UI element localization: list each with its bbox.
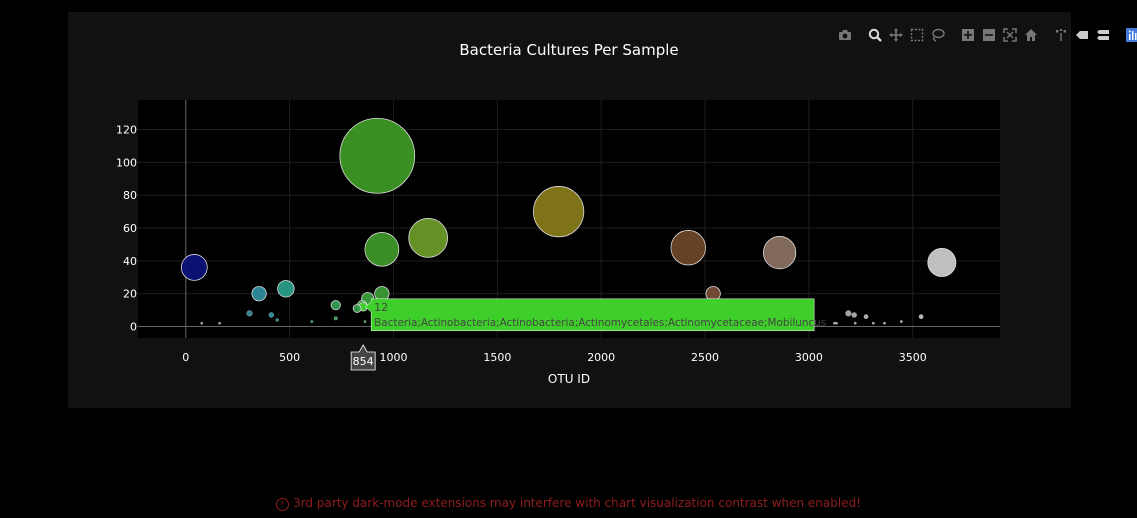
bubble-point[interactable] (364, 232, 400, 267)
hover-y-value: 12 (374, 301, 388, 314)
x-tick-label: 1500 (483, 351, 511, 364)
y-tick-label: 80 (123, 189, 137, 202)
y-tick-labels: 0 20 40 60 80 100 120 (116, 124, 137, 334)
hover-x-label: 854 (353, 355, 374, 368)
pan-icon[interactable] (885, 26, 906, 44)
bubble-point[interactable] (180, 254, 208, 281)
dark-mode-warning: ! 3rd party dark-mode extensions may inte… (0, 496, 1137, 511)
bubble-point[interactable] (883, 321, 886, 325)
x-tick-label: 0 (182, 351, 189, 364)
y-tick-label: 60 (123, 222, 137, 235)
bubble-point[interactable] (352, 304, 362, 313)
hover-x-label-box (350, 344, 376, 371)
bubble-point[interactable] (863, 314, 869, 319)
y-tick-label: 120 (116, 124, 137, 137)
plotly-logo-icon[interactable] (1122, 26, 1137, 44)
bubble-point[interactable] (200, 321, 204, 325)
zoom-out-icon[interactable] (978, 26, 999, 44)
bubble-point[interactable] (251, 286, 267, 302)
bubble-point[interactable] (918, 314, 924, 319)
modebar (834, 26, 1137, 44)
x-tick-label: 3000 (795, 351, 823, 364)
bubble-point[interactable] (268, 312, 275, 318)
x-tick-label: 2000 (587, 351, 615, 364)
bubble-point[interactable] (763, 236, 797, 270)
bubble-chart[interactable]: 0 500 1000 1500 2000 2500 3000 3500 0 20 40 60 80 10… (68, 12, 1071, 408)
bubble-point[interactable] (899, 320, 903, 323)
y-tick-label: 0 (130, 321, 137, 334)
x-axis-title: OTU ID (548, 372, 590, 386)
reset-axes-icon[interactable] (1020, 26, 1041, 44)
bubble-point[interactable] (927, 248, 957, 277)
bubble-point[interactable] (871, 321, 875, 325)
hover-compare-icon[interactable] (1092, 26, 1113, 44)
x-tick-label: 500 (279, 351, 300, 364)
hover-text: Bacteria;Actinobacteria;Actinobacteria;A… (374, 317, 826, 329)
zoom-in-icon[interactable] (957, 26, 978, 44)
camera-icon[interactable] (834, 26, 855, 44)
lasso-select-icon[interactable] (927, 26, 948, 44)
bubble-point[interactable] (408, 218, 449, 258)
bubble-point[interactable] (246, 310, 253, 317)
bubble-point[interactable] (333, 316, 338, 321)
bubble-point[interactable] (835, 321, 838, 325)
x-tick-label: 2500 (691, 351, 719, 364)
bubble-point[interactable] (310, 320, 314, 323)
y-tick-label: 20 (123, 288, 137, 301)
warning-text: 3rd party dark-mode extensions may inter… (293, 496, 861, 510)
hover-closest-icon[interactable] (1071, 26, 1092, 44)
info-icon: ! (276, 498, 289, 511)
autoscale-icon[interactable] (999, 26, 1020, 44)
y-tick-label: 100 (116, 156, 137, 169)
bubble-point[interactable] (670, 230, 706, 266)
bubble-point[interactable] (330, 300, 341, 311)
spike-lines-icon[interactable] (1050, 26, 1071, 44)
y-tick-label: 40 (123, 255, 137, 268)
hover-label-box (364, 298, 815, 332)
x-tick-label: 3500 (899, 351, 927, 364)
chart-title: Bacteria Cultures Per Sample (459, 41, 678, 59)
bubble-point[interactable] (339, 117, 416, 194)
x-tick-label: 1000 (379, 351, 407, 364)
bubble-point[interactable] (218, 321, 221, 325)
x-tick-labels: 0 500 1000 1500 2000 2500 3000 3500 (182, 351, 926, 364)
bubble-point[interactable] (277, 280, 295, 298)
chart-panel: 0 500 1000 1500 2000 2500 3000 3500 0 20 40 60 80 10… (68, 12, 1137, 408)
bubble-point[interactable] (363, 320, 367, 323)
bubble-point[interactable] (845, 310, 852, 317)
bubble-point[interactable] (851, 312, 857, 318)
hover-tooltip: 12 Bacteria;Actinobacteria;Actinobacteria… (350, 298, 826, 371)
zoom-icon[interactable] (864, 26, 885, 44)
bubble-point[interactable] (275, 318, 279, 322)
bubble-point[interactable] (853, 321, 857, 325)
bubble-layer (180, 117, 957, 325)
bubble-point[interactable] (533, 186, 585, 238)
box-select-icon[interactable] (906, 26, 927, 44)
